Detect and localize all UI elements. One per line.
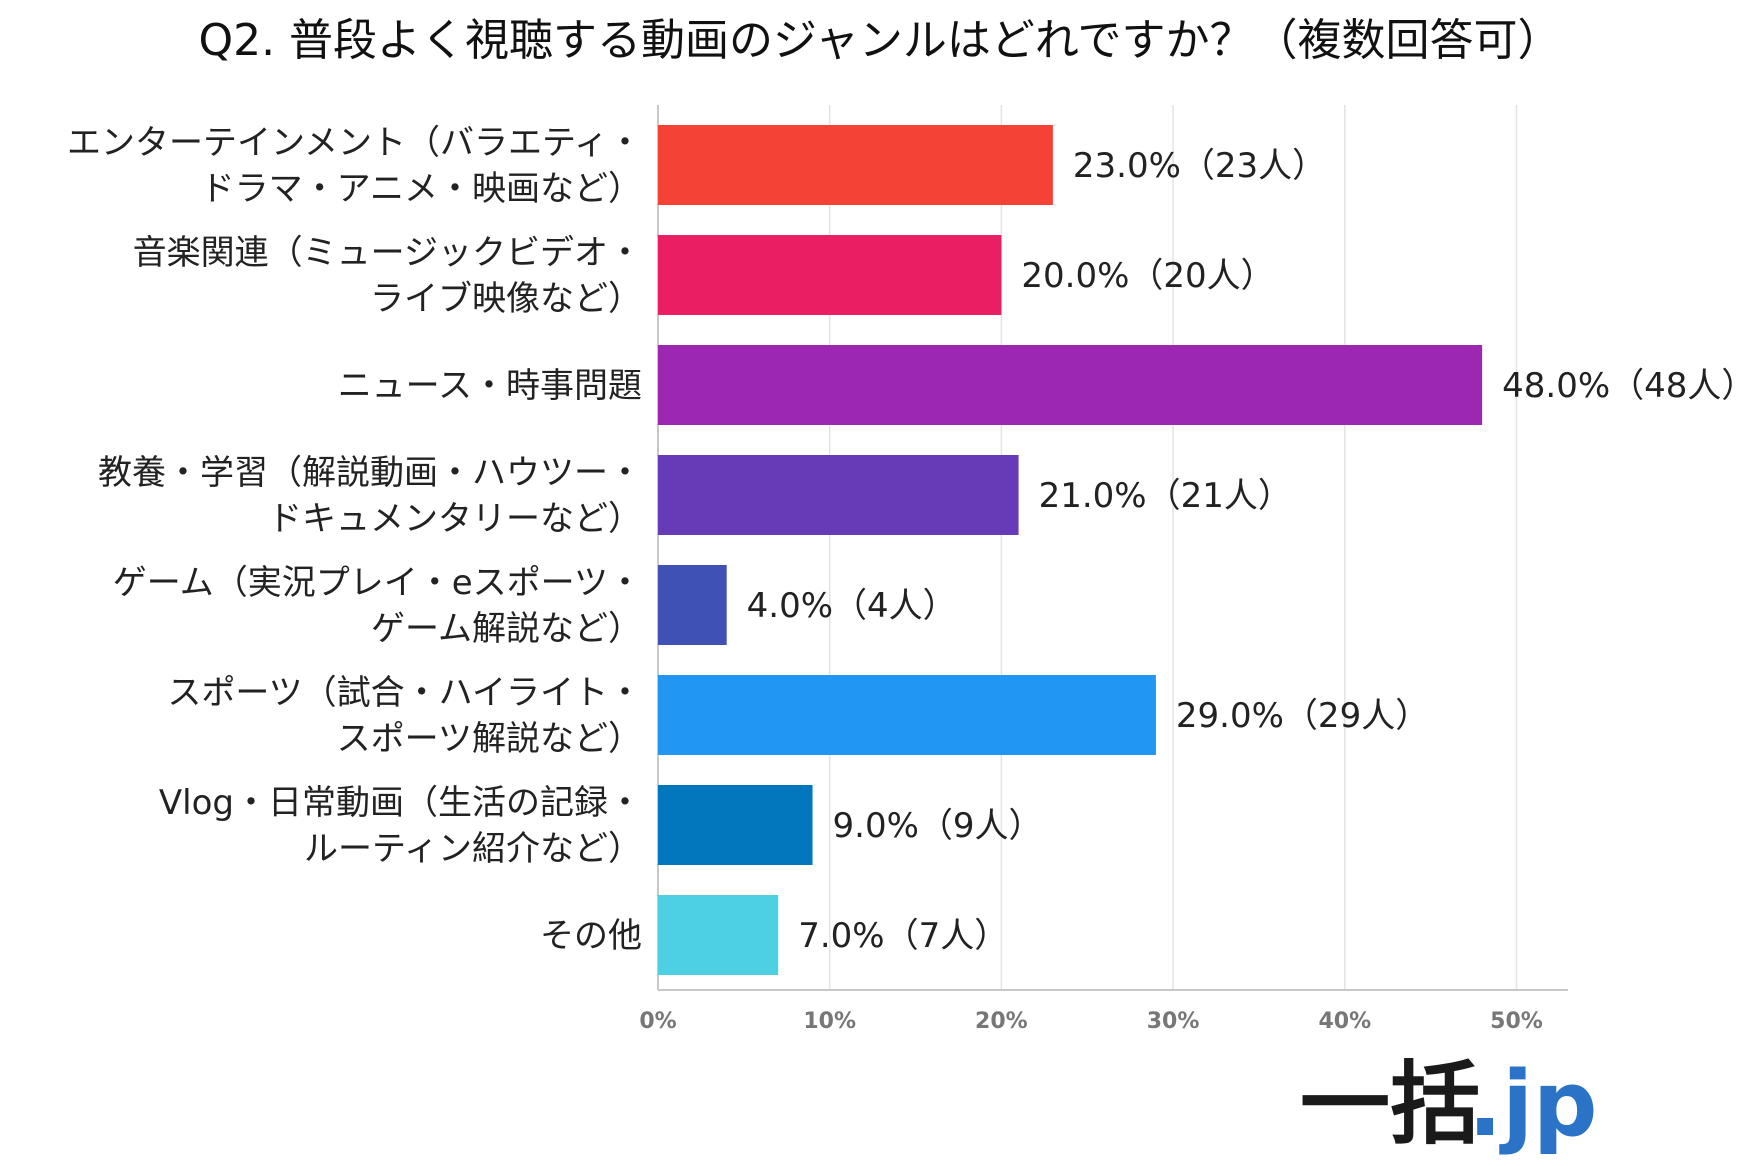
bar-data-label: 48.0%（48人）: [1502, 366, 1755, 406]
bar-data-label: 9.0%（9人）: [833, 806, 1043, 846]
category-label: ドキュメンタリーなど）: [268, 499, 642, 539]
category-label: エンターテインメント（バラエティ・: [67, 123, 642, 163]
x-tick-label: 40%: [1318, 1009, 1371, 1034]
category-label: 音楽関連（ミュージックビデオ・: [133, 233, 642, 273]
x-tick-label: 10%: [803, 1009, 856, 1034]
category-label: ゲーム解説など）: [371, 609, 642, 649]
bar-data-label: 20.0%（20人）: [1021, 256, 1274, 296]
x-tick-label: 30%: [1147, 1009, 1200, 1034]
bar-data-label: 4.0%（4人）: [747, 586, 957, 626]
bar-data-label: 23.0%（23人）: [1073, 146, 1326, 186]
category-label: その他: [540, 916, 642, 956]
bar: [658, 785, 813, 865]
category-label: 教養・学習（解説動画・ハウツー・: [98, 453, 642, 493]
category-label: ゲーム（実況プレイ・eスポーツ・: [113, 563, 642, 603]
bar: [658, 675, 1156, 755]
bar-data-label: 7.0%（7人）: [798, 916, 1008, 956]
bar: [658, 235, 1002, 315]
logo-sub-text: .jp: [1468, 1052, 1597, 1157]
bars: 23.0%（23人） 20.0%（20人） 48.0%（48人） 21.0%（21人）…: [658, 125, 1755, 975]
bar: [658, 895, 779, 975]
chart-title: Q2. 普段よく視聴する動画のジャンルはどれですか？（複数回答可）: [198, 15, 1561, 66]
category-label: ライブ映像など）: [370, 279, 642, 319]
category-label: スポーツ解説など）: [337, 719, 642, 759]
bar: [658, 345, 1483, 425]
category-labels: エンターテインメント（バラエティ・ドラマ・アニメ・映画など） 音楽関連（ミュージッ…: [67, 123, 642, 956]
category-label: ニュース・時事問題: [338, 366, 642, 406]
category-label: Vlog・日常動画（生活の記録・: [159, 783, 642, 823]
logo-main-text: 一括: [1300, 1052, 1480, 1157]
category-label: ルーティン紹介など）: [304, 829, 642, 869]
logo: 一括 .jp: [1300, 1052, 1597, 1157]
category-label: ドラマ・アニメ・映画など）: [201, 169, 642, 209]
bar-data-label: 21.0%（21人）: [1039, 476, 1292, 516]
bar: [658, 125, 1053, 205]
bar: [658, 455, 1019, 535]
category-label: スポーツ（試合・ハイライト・: [167, 673, 642, 713]
x-axis-ticks: 0% 10% 20% 30% 40% 50%: [639, 1009, 1543, 1034]
x-tick-label: 20%: [975, 1009, 1028, 1034]
x-tick-label: 0%: [639, 1009, 676, 1034]
bar-data-label: 29.0%（29人）: [1176, 696, 1429, 736]
bar: [658, 565, 727, 645]
x-tick-label: 50%: [1490, 1009, 1543, 1034]
